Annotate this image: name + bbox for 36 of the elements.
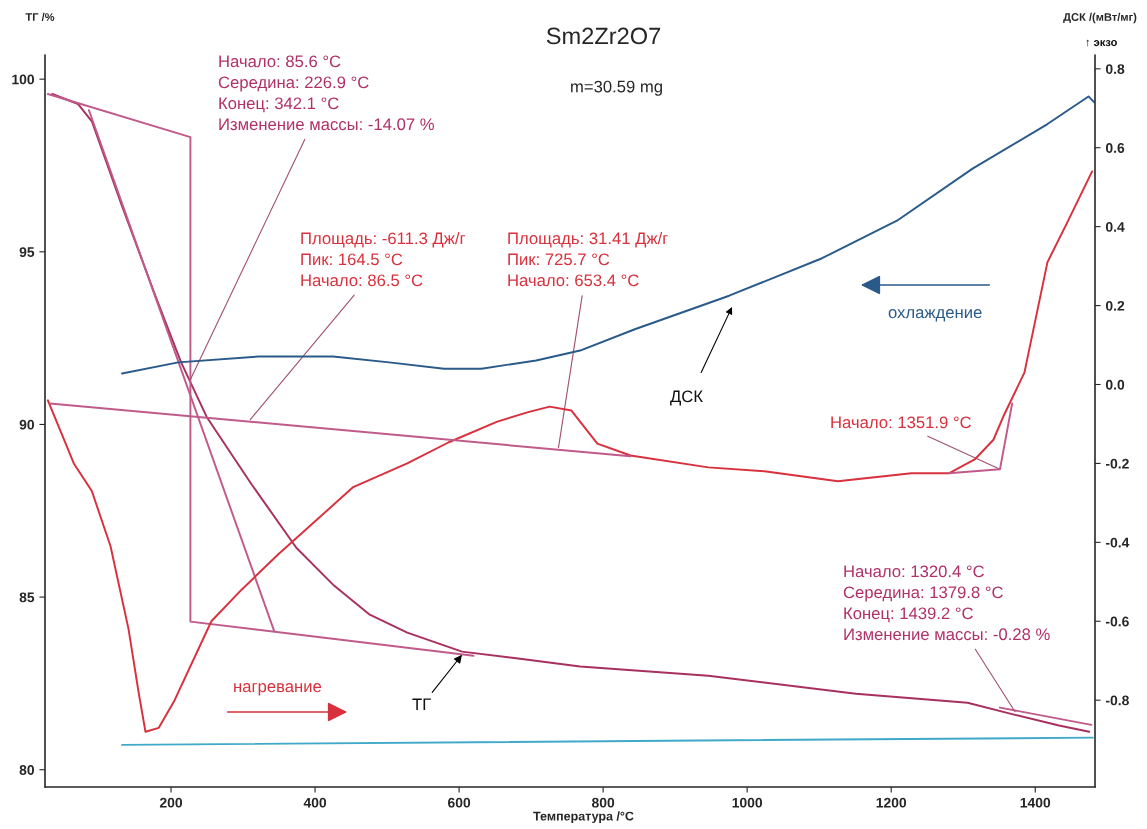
- x-tick-label: 1400: [1020, 797, 1051, 808]
- y2-tick-label: 0.6: [1105, 143, 1125, 153]
- annotation: ТГ: [412, 698, 431, 711]
- y-tick-label: 80: [19, 765, 35, 775]
- x-tick-label: 1200: [876, 797, 907, 808]
- x-tick-label: 400: [303, 797, 327, 808]
- y2-axis-title: ДСК /(мВт/мг): [1063, 12, 1137, 24]
- x-tick-label: 600: [448, 797, 471, 808]
- y2-tick-label: 0.2: [1105, 300, 1125, 311]
- chart-title: Sm2Zr2O7: [546, 27, 661, 45]
- y2-tick-label: -0.2: [1105, 458, 1129, 469]
- text: m=30.59 mg: [571, 80, 662, 96]
- annotation: Площадь: 31.41 Дж/г Пик: 725.7 °C Начало: 653.4 °C: [508, 232, 668, 287]
- y2-tick-label: 0.4: [1105, 221, 1125, 232]
- y-tick-label: 90: [19, 419, 35, 430]
- annotation: нагревание: [234, 683, 322, 696]
- annotation: Начало: 85.6 °C Середина: 226.9 °C Конец: 342.1 °C Изменение массы: -14.07 %: [218, 55, 434, 131]
- annotation: Начало: 1351.9 °C: [831, 416, 971, 429]
- y2-tick-label: 0.0: [1105, 379, 1125, 390]
- y2-tick-label: -0.6: [1105, 616, 1129, 627]
- x-axis-title: Температура /°C: [533, 811, 634, 823]
- y2-tick-label: -0.8: [1105, 695, 1129, 706]
- y-tick-label: 85: [19, 592, 35, 603]
- annotation: Начало: 1320.4 °C Середина: 1379.8 °C Конец: 1439.2 °C Изменение массы: -0.28 %: [843, 565, 1050, 641]
- y-axis-title: ТГ /%: [25, 12, 55, 22]
- x-tick-label: 1000: [732, 797, 763, 808]
- y2-tick-label: 0.8: [1105, 64, 1125, 74]
- y-tick-label: 100: [12, 74, 35, 85]
- y-tick-label: 95: [19, 247, 35, 257]
- y2-tick-label: -0.4: [1105, 537, 1130, 548]
- annotation: ДСК: [670, 390, 703, 406]
- annotation: охлаждение: [888, 309, 982, 322]
- annotation: Площадь: -611.3 Дж/г Пик: 164.5 °C Начало: 86.5 °C: [301, 232, 466, 287]
- x-tick-label: 800: [591, 797, 615, 808]
- x-tick-label: 200: [159, 797, 183, 808]
- text: ↑ экзо: [1086, 39, 1117, 47]
